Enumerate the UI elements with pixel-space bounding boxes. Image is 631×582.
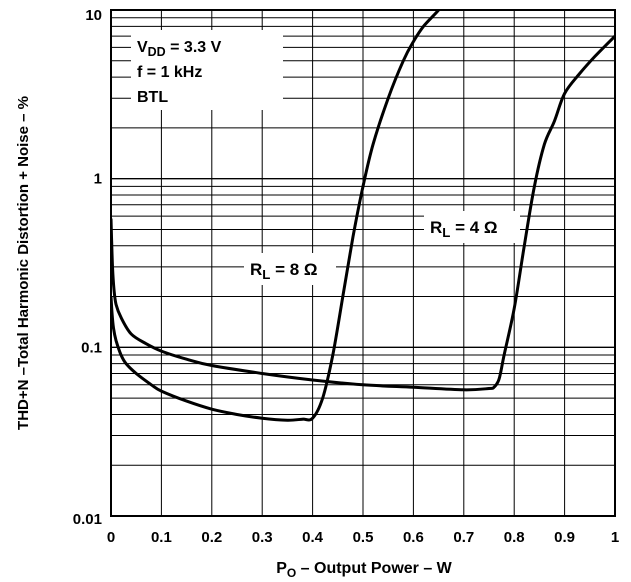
series-label-rl-4-ohm-sub: L [442, 225, 450, 240]
conditions-line-1-main: f = 1 kHz [137, 64, 202, 81]
x-tick-label: 0.3 [252, 529, 273, 546]
series-label-rl-8-ohm-main: R [250, 260, 262, 279]
x-tick-label: 0.7 [453, 529, 474, 546]
y-tick-label: 10 [85, 7, 102, 24]
y-tick-label: 0.1 [81, 339, 102, 356]
y-tick-labels: 0.01 0.1 1 10 [73, 7, 102, 528]
series-label-rl-8-ohm-rest: = 8 Ω [270, 260, 317, 279]
conditions-line-0-sub: DD [148, 45, 166, 59]
x-axis-label-rest: – Output Power – W [296, 560, 452, 577]
y-tick-label: 0.01 [73, 511, 102, 528]
x-tick-label: 0 [107, 529, 115, 546]
x-tick-label: 0.1 [151, 529, 172, 546]
conditions-line-2-main: BTL [137, 89, 168, 106]
y-axis-label: THD+N –Total Harmonic Distortion + Noise… [15, 96, 32, 430]
series-label-rl-4-ohm-rest: = 4 Ω [450, 218, 497, 237]
conditions-line-1: f = 1 kHz [137, 64, 202, 81]
x-axis-label: PO – Output Power – W [276, 560, 452, 580]
x-tick-label: 0.9 [554, 529, 575, 546]
label-bg-rl-4-ohm [424, 211, 520, 243]
conditions-box-bg [131, 30, 283, 110]
x-axis-label-sub: O [287, 566, 296, 580]
series-label-rl-4-ohm: RL = 4 Ω [430, 218, 498, 240]
plot-frame [110, 9, 616, 517]
series-label-rl-8-ohm-sub: L [262, 267, 270, 282]
conditions-line-2: BTL [137, 89, 168, 106]
plot-border [110, 9, 616, 517]
x-tick-label: 0.8 [504, 529, 525, 546]
series-line-rl-8-ohm [111, 10, 441, 422]
x-tick-labels: 0 0.1 0.2 0.3 0.4 0.5 0.6 0.7 0.8 0.9 1 [107, 529, 619, 546]
series-label-rl-4-ohm-main: R [430, 218, 442, 237]
conditions-line-0-rest: = 3.3 V [166, 39, 222, 56]
conditions-line-0-main: V [137, 39, 148, 56]
y-tick-label: 1 [94, 171, 102, 188]
x-tick-label: 0.6 [403, 529, 424, 546]
label-bg-rl-8-ohm [244, 253, 336, 285]
x-tick-label: 0.2 [201, 529, 222, 546]
series-label-rl-8-ohm: RL = 8 Ω [250, 260, 318, 282]
series-line-rl-4-ohm [111, 35, 615, 392]
conditions-line-0: VDD = 3.3 V [137, 39, 222, 59]
x-tick-label: 0.4 [302, 529, 324, 546]
x-tick-label: 0.5 [353, 529, 374, 546]
x-tick-label: 1 [611, 529, 619, 546]
x-axis-label-main: P [276, 560, 287, 577]
curves [111, 10, 615, 422]
